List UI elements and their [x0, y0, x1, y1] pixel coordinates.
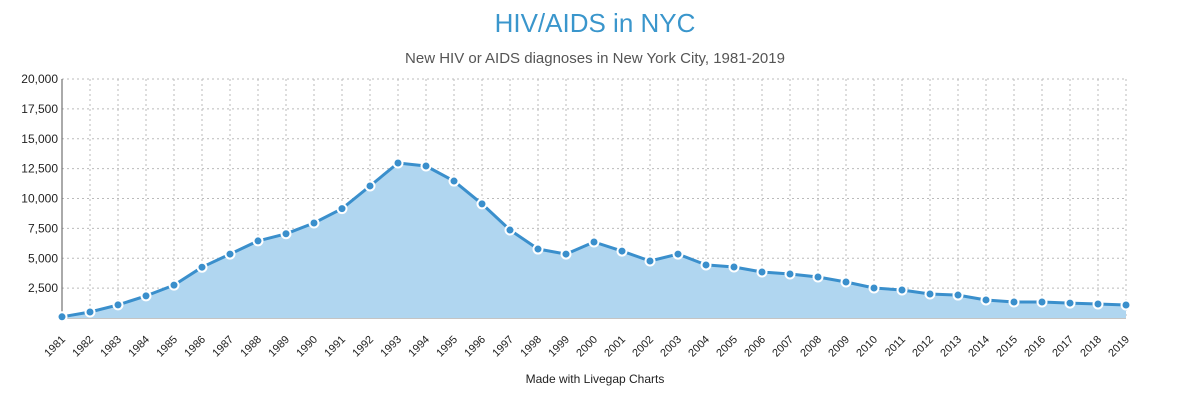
data-point[interactable]	[924, 288, 936, 300]
x-tick-label: 2011	[883, 334, 908, 359]
data-point[interactable]	[336, 203, 348, 215]
data-points	[56, 157, 1132, 323]
chart-title: HIV/AIDS in NYC	[494, 8, 696, 38]
x-tick-label: 1982	[70, 334, 96, 360]
data-point[interactable]	[112, 299, 124, 311]
x-tick-label: 1986	[182, 334, 208, 360]
data-point[interactable]	[252, 235, 264, 247]
x-tick-label: 1989	[266, 334, 292, 360]
x-tick-label: 2005	[714, 334, 740, 360]
data-point[interactable]	[364, 180, 376, 192]
data-point[interactable]	[896, 284, 908, 296]
y-tick-label: 15,000	[21, 132, 58, 146]
data-point[interactable]	[140, 290, 152, 302]
x-tick-label: 2019	[1106, 334, 1132, 360]
data-point[interactable]	[672, 248, 684, 260]
x-tick-label: 1988	[238, 334, 264, 360]
data-point[interactable]	[784, 268, 796, 280]
y-tick-label: 7,500	[28, 221, 58, 235]
data-point[interactable]	[728, 261, 740, 273]
x-tick-label: 1984	[126, 334, 152, 360]
y-axis: 2,500 5,000 7,500 10,000 12,500 15,000 17,500 2…	[21, 72, 63, 318]
y-tick-label: 20,000	[21, 72, 58, 86]
data-point[interactable]	[56, 311, 68, 323]
x-tick-label: 2009	[826, 334, 852, 360]
data-point[interactable]	[448, 175, 460, 187]
x-tick-label: 2001	[602, 334, 628, 360]
data-point[interactable]	[504, 224, 516, 236]
data-point[interactable]	[532, 243, 544, 255]
x-tick-label: 1985	[154, 334, 180, 360]
x-tick-label: 1991	[322, 334, 348, 360]
x-tick-label: 2000	[574, 334, 600, 360]
x-axis: 1981 1982 1983 1984 1985 1986 1987 1988 1989 1990…	[42, 317, 1132, 360]
x-tick-label: 2016	[1022, 334, 1048, 360]
x-tick-label: 1997	[490, 334, 516, 360]
data-point[interactable]	[280, 228, 292, 240]
data-point[interactable]	[1120, 299, 1132, 311]
data-point[interactable]	[168, 279, 180, 291]
data-point[interactable]	[308, 217, 320, 229]
data-point[interactable]	[560, 248, 572, 260]
data-point[interactable]	[868, 282, 880, 294]
data-point[interactable]	[420, 160, 432, 172]
x-tick-label: 2013	[938, 334, 964, 360]
data-point[interactable]	[616, 245, 628, 257]
x-tick-label: 2015	[994, 334, 1020, 360]
data-point[interactable]	[812, 271, 824, 283]
data-point[interactable]	[84, 306, 96, 318]
data-point[interactable]	[224, 248, 236, 260]
x-tick-label: 1981	[42, 334, 68, 360]
x-tick-label: 1987	[210, 334, 236, 360]
x-tick-label: 2004	[686, 334, 712, 360]
data-point[interactable]	[1008, 296, 1020, 308]
y-tick-label: 2,500	[28, 281, 58, 295]
footer-credit: Made with Livegap Charts	[525, 372, 665, 386]
x-tick-label: 1990	[294, 334, 320, 360]
x-tick-label: 2018	[1078, 334, 1104, 360]
data-point[interactable]	[980, 294, 992, 306]
data-point[interactable]	[476, 198, 488, 210]
x-tick-label: 1995	[434, 334, 460, 360]
data-point[interactable]	[756, 266, 768, 278]
y-tick-label: 5,000	[28, 251, 58, 265]
x-tick-label: 2017	[1050, 334, 1076, 360]
data-point[interactable]	[1092, 298, 1104, 310]
x-tick-label: 2008	[798, 334, 824, 360]
chart-subtitle: New HIV or AIDS diagnoses in New York Ci…	[405, 50, 785, 67]
data-point[interactable]	[392, 157, 404, 169]
x-tick-label: 1999	[546, 334, 572, 360]
data-point[interactable]	[952, 289, 964, 301]
x-tick-label: 2007	[770, 334, 796, 360]
data-point[interactable]	[1064, 297, 1076, 309]
data-point[interactable]	[700, 259, 712, 271]
y-tick-label: 17,500	[21, 102, 58, 116]
x-tick-label: 2012	[910, 334, 936, 360]
x-tick-label: 1983	[98, 334, 124, 360]
x-tick-label: 2003	[658, 334, 684, 360]
data-point[interactable]	[1036, 296, 1048, 308]
x-tick-label: 2006	[742, 334, 768, 360]
x-tick-label: 1994	[406, 334, 432, 360]
data-point[interactable]	[196, 261, 208, 273]
x-tick-label: 1993	[378, 334, 404, 360]
x-tick-label: 1996	[462, 334, 488, 360]
x-tick-label: 2010	[854, 334, 880, 360]
x-tick-label: 1998	[518, 334, 544, 360]
y-tick-label: 12,500	[21, 162, 58, 176]
data-point[interactable]	[644, 255, 656, 267]
data-point[interactable]	[840, 276, 852, 288]
x-tick-label: 2014	[966, 334, 992, 360]
y-tick-label: 10,000	[21, 192, 58, 206]
x-tick-label: 2002	[630, 334, 656, 360]
x-tick-label: 1992	[350, 334, 376, 360]
area-fill	[62, 163, 1126, 318]
data-point[interactable]	[588, 236, 600, 248]
